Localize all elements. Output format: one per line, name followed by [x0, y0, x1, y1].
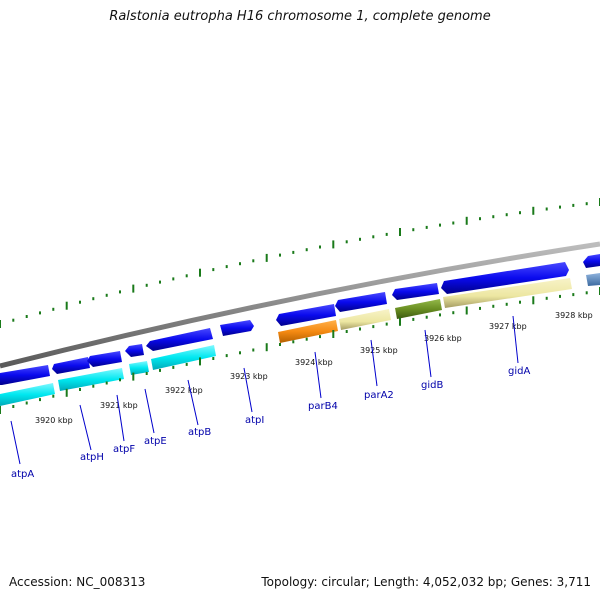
- gene-atpF-block[interactable]: [129, 361, 149, 375]
- gene-arrow[interactable]: [441, 262, 569, 294]
- chromosome-backbone: [0, 241, 600, 369]
- tick-label: 3920 kbp: [35, 416, 73, 425]
- forward-strand-genes: [0, 254, 600, 385]
- gene-label-parB4[interactable]: parB4: [308, 401, 338, 412]
- gene-parA2-block[interactable]: [339, 309, 391, 330]
- leader-gidB: [424, 329, 432, 378]
- gene-arrow[interactable]: [220, 320, 254, 336]
- gene-label-atpA[interactable]: atpA: [11, 469, 34, 480]
- gene-arrow[interactable]: [52, 357, 90, 374]
- gene-label-atpI[interactable]: atpI: [245, 415, 264, 426]
- gene-gidA-block[interactable]: [443, 278, 572, 308]
- tick-label: 3923 kbp: [230, 372, 268, 381]
- reverse-strand-genes: [0, 273, 600, 406]
- gene-label-atpH[interactable]: atpH: [80, 452, 104, 463]
- gene-arrow[interactable]: [335, 292, 387, 312]
- gene-label-atpE[interactable]: atpE: [144, 436, 167, 447]
- leader-atpH: [79, 404, 92, 451]
- leader-atpI: [243, 367, 253, 413]
- tick-label: 3924 kbp: [295, 358, 333, 367]
- gene-parB4-block[interactable]: [278, 320, 338, 343]
- gene-label-gidB[interactable]: gidB: [421, 380, 443, 391]
- gene-arrow[interactable]: [583, 254, 600, 268]
- leader-atpA: [10, 420, 21, 465]
- tick-label: 3925 kbp: [360, 346, 398, 355]
- gene-arrow[interactable]: [87, 351, 122, 367]
- tick-label: 3922 kbp: [165, 386, 203, 395]
- gene-label-atpB[interactable]: atpB: [188, 427, 211, 438]
- tick-label: 3927 kbp: [489, 322, 527, 331]
- inner-tick-ring: [0, 287, 600, 414]
- gene-label-parA2[interactable]: parA2: [364, 390, 394, 401]
- leader-gidA: [512, 315, 519, 364]
- tick-label: 3928 kbp: [555, 311, 593, 320]
- gene-atpA-block[interactable]: [0, 383, 55, 406]
- gene-arrow[interactable]: [0, 365, 50, 385]
- gene-label-atpF[interactable]: atpF: [113, 444, 135, 455]
- gene-atpH-block[interactable]: [58, 368, 124, 391]
- gene-arrow[interactable]: [146, 328, 213, 351]
- map-title: Ralstonia eutropha H16 chromosome 1, com…: [109, 9, 491, 24]
- gene-atpE-block[interactable]: [151, 345, 216, 370]
- tick-label: 3926 kbp: [424, 334, 462, 343]
- leader-atpE: [144, 388, 155, 434]
- gene-arrow[interactable]: [392, 283, 439, 300]
- outer-tick-ring: [0, 198, 600, 328]
- leader-parA2: [370, 339, 378, 387]
- gene-arrow[interactable]: [276, 304, 336, 326]
- gene-labels: atpA atpH atpF atpE atpB atpI parB4 parA…: [11, 366, 530, 480]
- genome-summary: Topology: circular; Length: 4,052,032 bp…: [261, 575, 591, 589]
- leader-atpF: [116, 394, 125, 442]
- gene-label-gidA[interactable]: gidA: [508, 366, 530, 377]
- gene-gidB-block[interactable]: [395, 299, 442, 319]
- gene-extra-block[interactable]: [586, 273, 600, 286]
- gene-arrow[interactable]: [125, 344, 144, 357]
- gene-leader-lines: [10, 315, 519, 465]
- leader-parB4: [314, 351, 322, 399]
- accession-text: Accession: NC_008313: [9, 575, 146, 589]
- leader-atpB: [187, 379, 199, 426]
